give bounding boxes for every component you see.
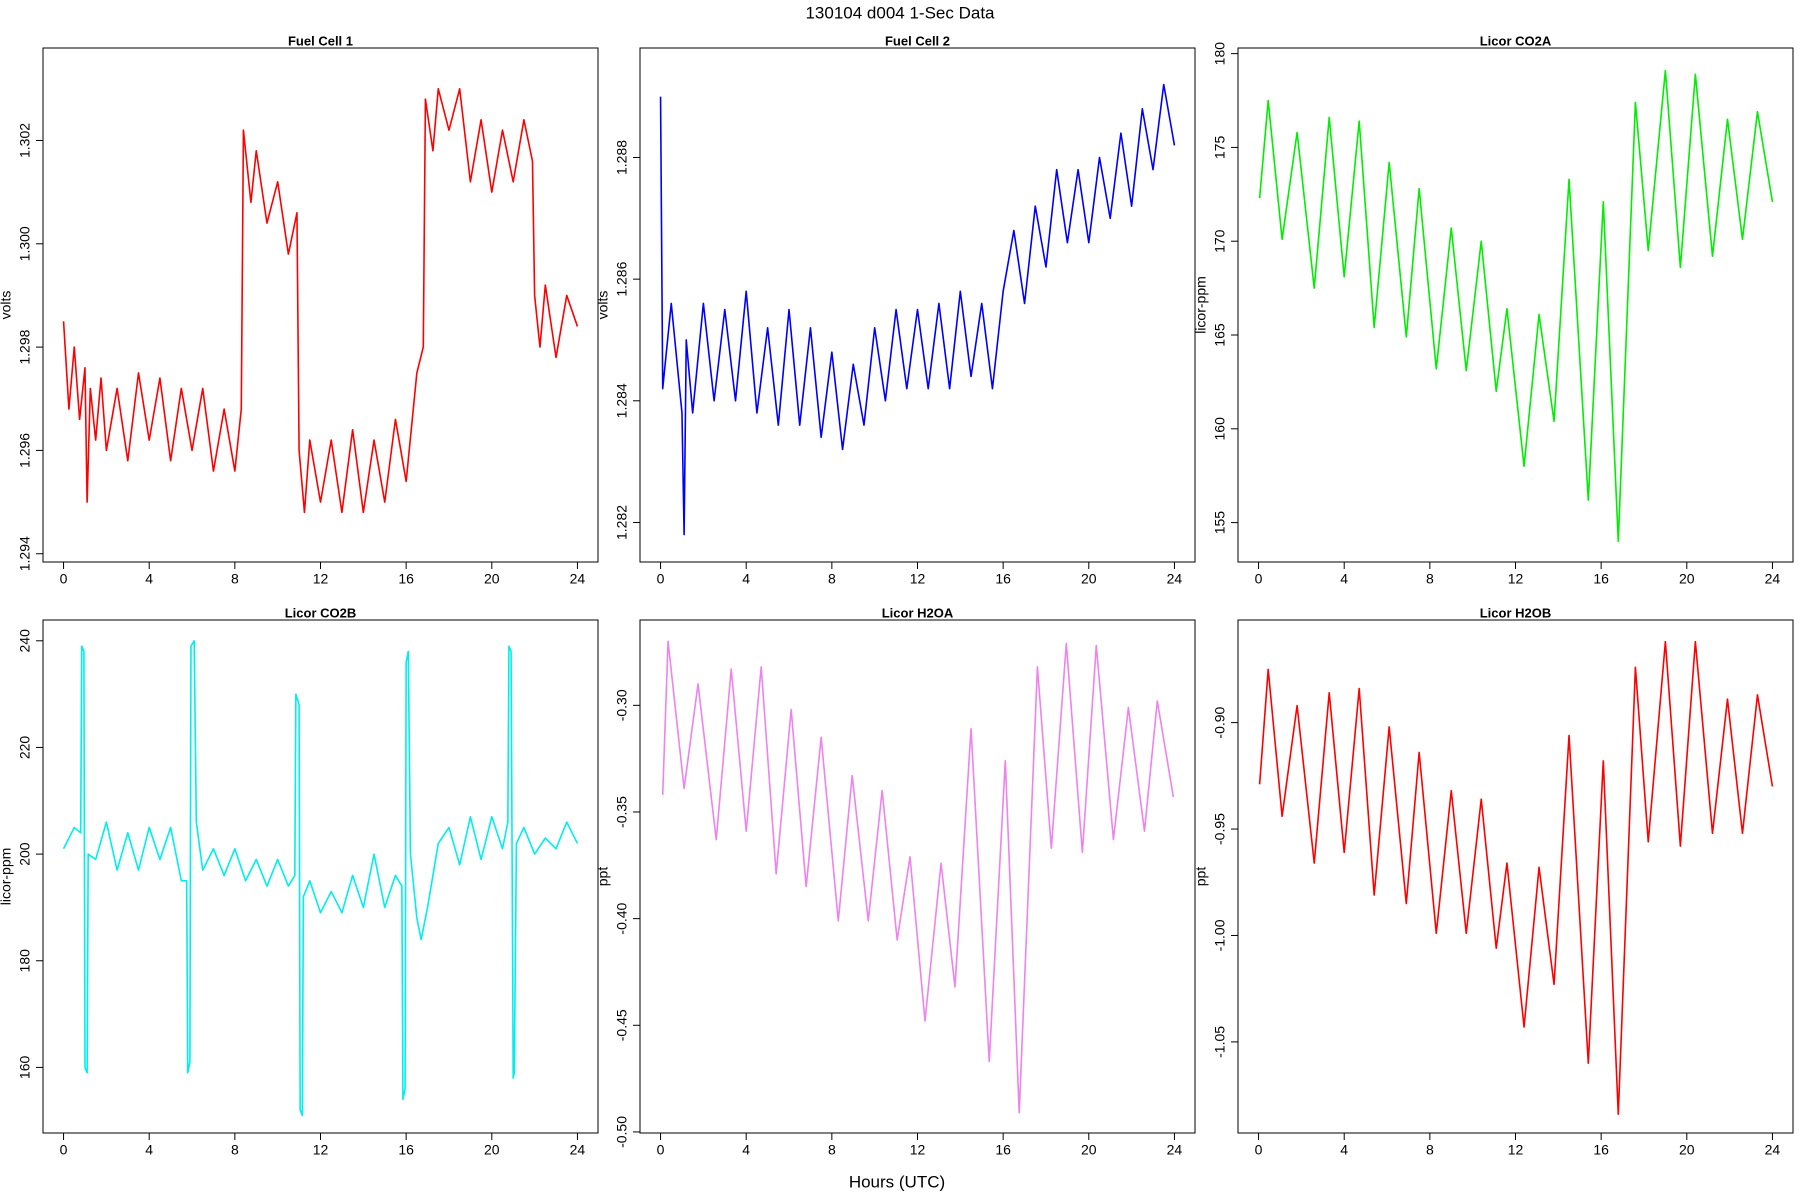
x-tick-label: 16 — [995, 1142, 1011, 1158]
x-tick-label: 0 — [1255, 571, 1263, 587]
data-line — [659, 83, 1176, 536]
data-line — [62, 640, 579, 1117]
y-tick-label: 1.288 — [614, 140, 630, 175]
y-tick-label: -0.30 — [614, 689, 630, 721]
y-tick-label: -0.95 — [1212, 813, 1228, 845]
x-tick-label: 12 — [313, 1142, 329, 1158]
y-tick-label: 1.302 — [17, 123, 33, 158]
plot-frame — [42, 47, 599, 563]
x-tick-label: 20 — [1679, 1142, 1695, 1158]
plot-frame — [639, 47, 1196, 563]
x-tick-label: 12 — [1508, 571, 1524, 587]
y-tick-label: 165 — [1212, 323, 1228, 347]
y-tick-label: -0.90 — [1212, 706, 1228, 738]
x-tick-label: 16 — [1593, 571, 1609, 587]
panel-title: Licor CO2A — [1480, 33, 1552, 48]
y-axis-label: volts — [0, 291, 14, 320]
x-tick-label: 4 — [145, 571, 153, 587]
panel-title: Fuel Cell 2 — [885, 33, 950, 48]
y-tick-label: -0.35 — [614, 796, 630, 828]
y-tick-label: -1.00 — [1212, 919, 1228, 951]
plot-frame — [1237, 47, 1794, 563]
x-tick-label: 20 — [484, 1142, 500, 1158]
y-tick-label: 1.284 — [614, 383, 630, 418]
y-axis-label: licor-ppm — [1193, 276, 1209, 334]
x-tick-label: 0 — [657, 1142, 665, 1158]
x-axis-label: Hours (UTC) — [849, 1172, 945, 1191]
x-tick-label: 4 — [742, 1142, 750, 1158]
x-tick-label: 0 — [60, 571, 68, 587]
plot-frame — [639, 619, 1196, 1134]
y-tick-label: 1.296 — [17, 433, 33, 468]
y-tick-label: -0.50 — [614, 1116, 630, 1148]
y-tick-label: 155 — [1212, 511, 1228, 535]
y-tick-label: 1.300 — [17, 226, 33, 261]
y-tick-label: 180 — [17, 949, 33, 973]
y-tick-label: 240 — [17, 629, 33, 653]
y-tick-label: 1.298 — [17, 329, 33, 364]
x-tick-label: 0 — [60, 1142, 68, 1158]
x-tick-label: 12 — [910, 571, 926, 587]
y-axis-label: ppt — [595, 867, 611, 887]
x-tick-label: 16 — [398, 571, 414, 587]
x-tick-label: 20 — [1081, 1142, 1097, 1158]
y-tick-label: 175 — [1212, 136, 1228, 160]
y-tick-label: 1.294 — [17, 536, 33, 571]
x-tick-label: 8 — [231, 1142, 239, 1158]
data-line — [1258, 69, 1774, 543]
y-tick-label: -0.45 — [614, 1009, 630, 1041]
x-tick-label: 4 — [1340, 1142, 1348, 1158]
data-line — [62, 88, 579, 514]
y-tick-label: 160 — [17, 1056, 33, 1080]
plot-frame — [1237, 619, 1794, 1134]
x-tick-label: 4 — [145, 1142, 153, 1158]
x-tick-label: 8 — [1426, 571, 1434, 587]
data-line — [661, 640, 1175, 1114]
x-tick-label: 12 — [910, 1142, 926, 1158]
y-tick-label: 1.286 — [614, 261, 630, 296]
y-tick-label: 200 — [17, 842, 33, 866]
x-tick-label: 0 — [657, 571, 665, 587]
x-tick-label: 20 — [1679, 571, 1695, 587]
y-axis-label: ppt — [1193, 867, 1209, 887]
x-tick-label: 24 — [570, 1142, 586, 1158]
y-tick-label: -1.05 — [1212, 1026, 1228, 1058]
y-tick-label: 180 — [1212, 42, 1228, 66]
y-tick-label: 160 — [1212, 417, 1228, 441]
panel-title: Licor H2OB — [1480, 605, 1552, 620]
data-line — [1258, 640, 1774, 1116]
y-tick-label: 1.282 — [614, 505, 630, 540]
x-tick-label: 24 — [570, 571, 586, 587]
x-tick-label: 0 — [1255, 1142, 1263, 1158]
x-tick-label: 12 — [1508, 1142, 1524, 1158]
x-tick-label: 8 — [1426, 1142, 1434, 1158]
x-tick-label: 20 — [1081, 571, 1097, 587]
y-tick-label: 220 — [17, 736, 33, 760]
x-tick-label: 24 — [1167, 1142, 1183, 1158]
panel-title: Licor H2OA — [882, 605, 954, 620]
y-axis-label: volts — [595, 291, 611, 320]
x-tick-label: 8 — [828, 571, 836, 587]
x-tick-label: 24 — [1167, 571, 1183, 587]
x-tick-label: 16 — [995, 571, 1011, 587]
x-tick-label: 12 — [313, 571, 329, 587]
panel-title: Fuel Cell 1 — [288, 33, 353, 48]
x-tick-label: 4 — [742, 571, 750, 587]
page-title: 130104 d004 1-Sec Data — [805, 3, 995, 22]
x-tick-label: 8 — [231, 571, 239, 587]
x-tick-label: 16 — [1593, 1142, 1609, 1158]
x-tick-label: 20 — [484, 571, 500, 587]
panel-title: Licor CO2B — [285, 605, 357, 620]
y-tick-label: -0.40 — [614, 902, 630, 934]
x-tick-label: 8 — [828, 1142, 836, 1158]
x-tick-label: 4 — [1340, 571, 1348, 587]
y-tick-label: 170 — [1212, 229, 1228, 253]
x-tick-label: 16 — [398, 1142, 414, 1158]
x-tick-label: 24 — [1765, 1142, 1781, 1158]
y-axis-label: licor-ppm — [0, 848, 14, 906]
x-tick-label: 24 — [1765, 571, 1781, 587]
